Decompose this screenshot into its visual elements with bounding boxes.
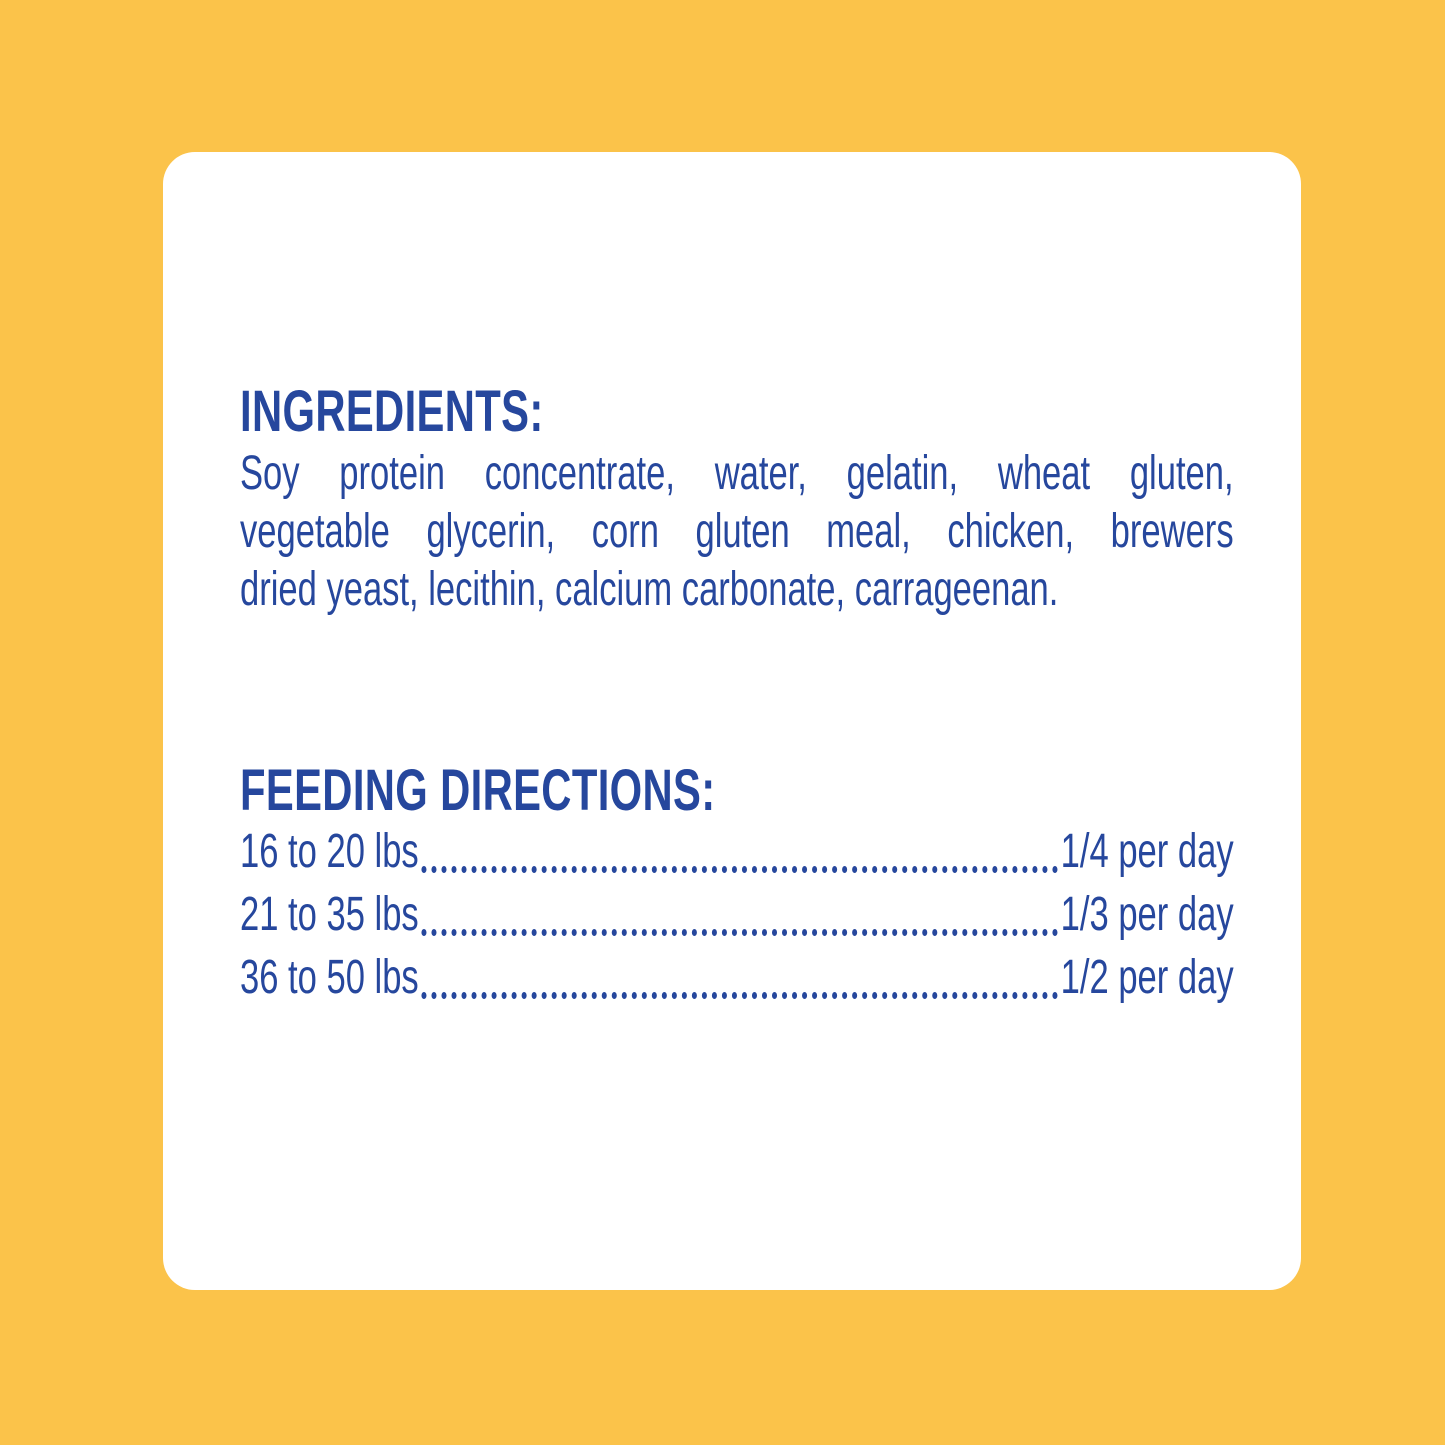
- serving-amount: 1/3 per day: [1060, 888, 1234, 941]
- serving-amount: 1/2 per day: [1060, 951, 1234, 1004]
- label-panel-card: INGREDIENTS: Soy protein concentrate, wa…: [163, 152, 1301, 1290]
- weight-range: 21 to 35 lbs: [240, 888, 419, 941]
- feeding-directions-heading: FEEDING DIRECTIONS:: [240, 758, 716, 823]
- ingredients-line: Soy protein concentrate, water, gelatin,…: [240, 447, 1234, 500]
- ingredients-paragraph: Soy protein concentrate, water, gelatin,…: [240, 445, 1234, 619]
- ingredients-line: dried yeast, lecithin, calcium carbonate…: [240, 563, 1059, 616]
- dot-leader: [421, 992, 1058, 999]
- weight-range: 16 to 20 lbs: [240, 825, 419, 878]
- feeding-row: 36 to 50 lbs 1/2 per day: [240, 946, 1234, 1009]
- dot-leader: [421, 866, 1058, 873]
- ingredients-heading: INGREDIENTS:: [240, 379, 544, 444]
- dot-leader: [421, 929, 1058, 936]
- ingredients-line: vegetable glycerin, corn gluten meal, ch…: [240, 505, 1234, 558]
- feeding-row: 16 to 20 lbs 1/4 per day: [240, 820, 1234, 883]
- feeding-row: 21 to 35 lbs 1/3 per day: [240, 883, 1234, 946]
- weight-range: 36 to 50 lbs: [240, 951, 419, 1004]
- feeding-directions-table: 16 to 20 lbs 1/4 per day 21 to 35 lbs 1/…: [240, 820, 1234, 1009]
- serving-amount: 1/4 per day: [1060, 825, 1234, 878]
